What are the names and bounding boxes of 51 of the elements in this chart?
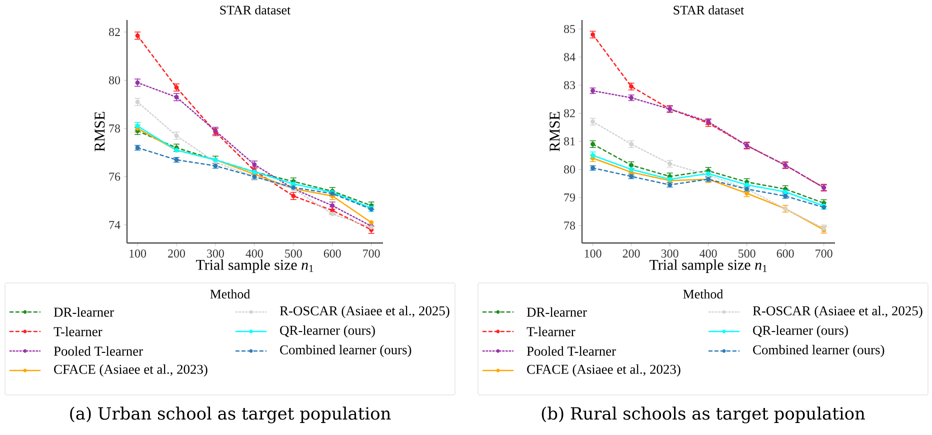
y-tick-label: 79 — [564, 193, 575, 202]
text: (a) Urban school as target population — [70, 406, 391, 424]
legend-label: CFACE (Asiaee et al., 2023) — [527, 364, 680, 377]
y-tick-label: 82 — [564, 109, 575, 118]
x-axis-title: Trial sample size n$_{1}$ — [650, 259, 767, 273]
x-tick-label: 300 — [207, 250, 224, 258]
y-tick-label: 80 — [108, 76, 120, 84]
legend-label: Pooled T-learner — [54, 346, 143, 356]
x-tick-label: 400 — [246, 250, 263, 258]
y-tick-label: 78 — [109, 124, 120, 132]
legend-label: DR-learner — [526, 307, 587, 317]
x-tick-label: 200 — [622, 250, 640, 258]
legend-title: Method — [683, 289, 723, 299]
y-tick-label: 84 — [564, 53, 576, 62]
legend-label: QR-learner (ours) — [280, 325, 375, 338]
x-tick-label: 600 — [776, 250, 794, 258]
chart-title: STAR dataset — [220, 5, 291, 14]
legend-label: Combined learner (ours) — [280, 344, 412, 358]
x-tick-label: 500 — [285, 250, 302, 258]
text: (b) Rural schools as target population — [542, 406, 865, 424]
y-tick-label: 85 — [564, 24, 576, 33]
legend-label: QR-learner (ours) — [753, 325, 848, 338]
x-tick-label: 600 — [324, 250, 341, 258]
y-tick-label: 80 — [564, 165, 576, 174]
y-tick-label: 83 — [564, 81, 576, 90]
x-tick-label: 400 — [700, 250, 717, 258]
x-tick-label: 500 — [738, 250, 756, 258]
legend-label: R-OSCAR (Asiaee et al., 2025) — [280, 306, 450, 318]
y-tick-label: 76 — [109, 172, 120, 181]
legend-label: Combined learner (ours) — [753, 344, 884, 358]
legend-label: Pooled T-learner — [526, 346, 616, 356]
y-tick-label: 82 — [108, 28, 120, 36]
x-tick-label: 100 — [130, 250, 146, 258]
y-tick-label: 78 — [564, 222, 576, 230]
legend-label: R-OSCAR (Asiaee et al., 2025) — [752, 306, 922, 318]
x-tick-label: 200 — [168, 250, 185, 258]
legend-label: DR-learner — [54, 307, 114, 317]
x-tick-label: 700 — [363, 250, 380, 258]
x-axis-title: Trial sample size n$_{1}$ — [196, 259, 314, 273]
x-tick-label: 700 — [816, 250, 832, 258]
y-tick-label: 74 — [109, 220, 120, 229]
x-tick-label: 300 — [661, 250, 678, 258]
chart-title: STAR dataset — [674, 5, 744, 14]
legend-label: T-learner — [526, 326, 576, 336]
x-tick-label: 100 — [584, 250, 602, 258]
y-axis-title: RMSE — [550, 112, 560, 152]
y-tick-label: 81 — [564, 137, 575, 146]
legend-label: T-learner — [54, 326, 102, 336]
legend-label: CFACE (Asiaee et al., 2023) — [54, 364, 208, 377]
y-axis-title: RMSE — [94, 112, 105, 152]
legend-title: Method — [210, 289, 250, 299]
